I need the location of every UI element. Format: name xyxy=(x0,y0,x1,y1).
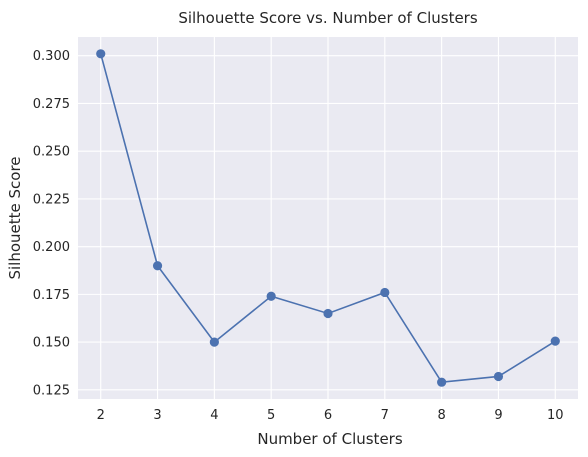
data-point-k7 xyxy=(380,287,390,298)
data-point-k6 xyxy=(323,308,333,319)
y-tick-label: 0.225 xyxy=(33,192,70,207)
x-tick-labels: 2 3 4 5 6 7 8 9 10 xyxy=(97,408,564,423)
y-tick-label: 0.150 xyxy=(33,336,70,351)
data-point-k2 xyxy=(96,49,106,59)
gridlines xyxy=(78,37,578,399)
y-tick-label: 0.175 xyxy=(33,288,70,303)
x-tick-label: 8 xyxy=(437,408,445,423)
x-tick-label: 7 xyxy=(381,408,389,423)
data-point-k9 xyxy=(493,371,504,382)
y-tick-label: 0.250 xyxy=(33,145,70,160)
x-tick-label: 6 xyxy=(324,408,332,423)
x-tick-label: 3 xyxy=(153,408,161,423)
x-axis-label: Number of Clusters xyxy=(257,430,402,448)
y-tick-label: 0.300 xyxy=(33,49,70,64)
chart-title: Silhouette Score vs. Number of Clusters xyxy=(178,9,478,27)
data-points xyxy=(96,49,560,387)
data-point-k8 xyxy=(437,377,447,387)
y-axis-label: Silhouette Score xyxy=(6,156,24,279)
y-tick-label: 0.275 xyxy=(33,97,70,112)
data-point-k5 xyxy=(266,291,276,301)
y-tick-labels: 0.125 0.150 0.175 0.200 0.225 0.250 0.275 0.300 xyxy=(33,49,70,398)
x-tick-label: 2 xyxy=(97,408,105,423)
x-tick-label: 10 xyxy=(547,408,564,423)
x-tick-label: 5 xyxy=(267,408,275,423)
data-point-k10 xyxy=(550,336,560,346)
x-tick-label: 4 xyxy=(210,408,218,423)
data-point-k3 xyxy=(152,261,163,271)
y-tick-label: 0.125 xyxy=(33,383,70,398)
x-tick-label: 9 xyxy=(494,408,502,423)
y-tick-label: 0.200 xyxy=(33,240,70,255)
data-point-k4 xyxy=(209,337,219,347)
